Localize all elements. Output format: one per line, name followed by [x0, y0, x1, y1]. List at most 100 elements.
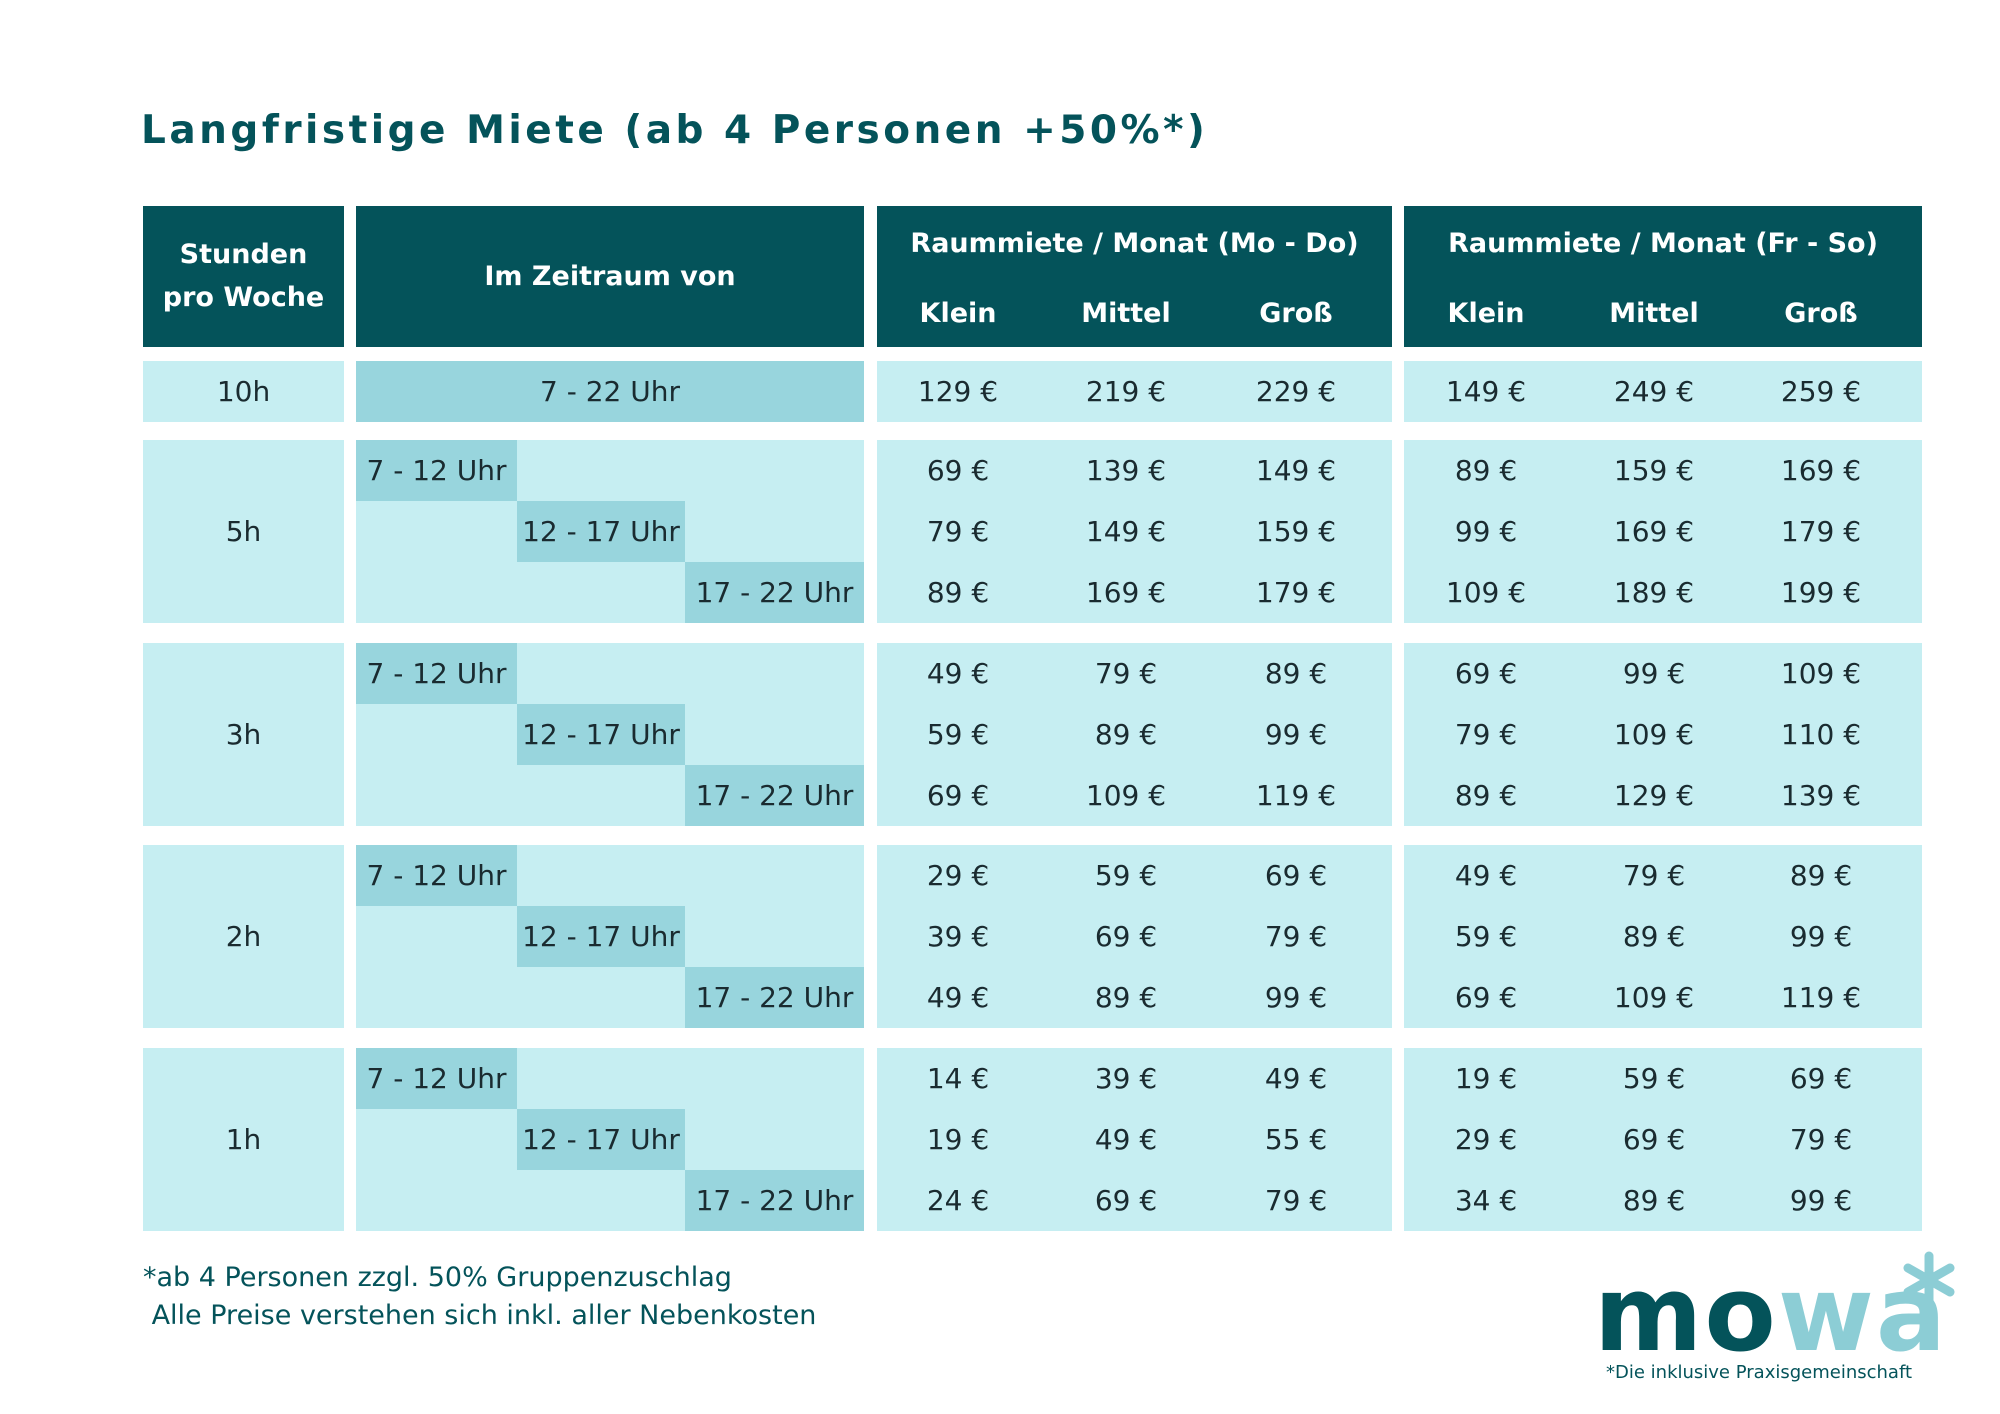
price-value: 89 €: [1622, 920, 1686, 953]
price-value: 179 €: [1255, 576, 1337, 609]
price-value: 59 €: [1094, 859, 1158, 892]
price-value: 24 €: [926, 1184, 990, 1217]
price-value: 259 €: [1780, 375, 1862, 408]
weekday-price-cell: [877, 361, 1392, 422]
price-value: 69 €: [1789, 1062, 1853, 1095]
price-value: 55 €: [1264, 1123, 1328, 1156]
time-slot-label: 7 - 12 Uhr: [366, 1062, 507, 1095]
price-value: 49 €: [1264, 1062, 1328, 1095]
logo-tagline: *Die inklusive Praxisgemeinschaft: [1606, 1362, 1913, 1383]
time-slot-label: 7 - 12 Uhr: [366, 859, 507, 892]
price-value: 89 €: [1094, 981, 1158, 1014]
header-size-label: Klein: [919, 298, 997, 329]
price-value: 169 €: [1613, 515, 1695, 548]
time-slot-tile: [517, 1109, 685, 1170]
price-value: 99 €: [1454, 515, 1518, 548]
time-slot-label: 7 - 12 Uhr: [366, 657, 507, 690]
price-value: 199 €: [1780, 576, 1862, 609]
header-size-label: Mittel: [1081, 298, 1171, 329]
price-value: 49 €: [926, 981, 990, 1014]
price-value: 69 €: [1094, 1184, 1158, 1217]
price-value: 79 €: [926, 515, 990, 548]
header-weekend-group: Raummiete / Monat (Fr - So): [1448, 228, 1878, 259]
price-value: 149 €: [1085, 515, 1167, 548]
header-size-label: Klein: [1447, 298, 1525, 329]
hours-label: 1h: [225, 1122, 262, 1156]
weekday-price-cell: [877, 1048, 1392, 1231]
hours-cell: [143, 361, 344, 422]
time-slot-tile: [685, 765, 864, 826]
hours-label: 2h: [225, 919, 262, 953]
weekday-price-cell: [877, 845, 1392, 1028]
price-value: 119 €: [1780, 981, 1862, 1014]
time-slot-tile: [517, 704, 685, 765]
time-slot-label: 7 - 12 Uhr: [366, 454, 507, 487]
price-value: 39 €: [1094, 1062, 1158, 1095]
price-value: 89 €: [1622, 1184, 1686, 1217]
hours-cell: [143, 643, 344, 826]
weekend-price-cell: [1404, 1048, 1922, 1231]
price-value: 159 €: [1613, 454, 1695, 487]
price-value: 119 €: [1255, 779, 1337, 812]
price-value: 109 €: [1613, 718, 1695, 751]
price-value: 109 €: [1613, 981, 1695, 1014]
price-value: 169 €: [1085, 576, 1167, 609]
price-value: 99 €: [1789, 1184, 1853, 1217]
time-slot-label: 17 - 22 Uhr: [695, 576, 854, 609]
weekend-price-cell: [1404, 440, 1922, 623]
price-value: 219 €: [1085, 375, 1167, 408]
time-slot-label: 17 - 22 Uhr: [695, 981, 854, 1014]
price-value: 34 €: [1454, 1184, 1518, 1217]
price-value: 249 €: [1613, 375, 1695, 408]
footnote-group-surcharge: *ab 4 Personen zzgl. 50% Gruppenzuschlag: [143, 1262, 732, 1293]
time-slot-tile: [517, 501, 685, 562]
weekend-price-cell: [1404, 643, 1922, 826]
price-value: 49 €: [926, 657, 990, 690]
price-value: 69 €: [1622, 1123, 1686, 1156]
price-value: 79 €: [1789, 1123, 1853, 1156]
asterisk-icon: [1903, 1251, 1955, 1309]
price-value: 69 €: [926, 779, 990, 812]
hours-cell: [143, 845, 344, 1028]
price-value: 149 €: [1255, 454, 1337, 487]
price-value: 89 €: [1264, 657, 1328, 690]
hours-label: 3h: [225, 717, 262, 751]
price-value: 69 €: [1094, 920, 1158, 953]
hours-cell: [143, 440, 344, 623]
price-value: 89 €: [1454, 454, 1518, 487]
time-slot-label: 17 - 22 Uhr: [695, 1184, 854, 1217]
price-value: 189 €: [1613, 576, 1695, 609]
time-slot-tile: [356, 1048, 517, 1109]
price-value: 139 €: [1780, 779, 1862, 812]
price-value: 29 €: [1454, 1123, 1518, 1156]
price-value: 229 €: [1255, 375, 1337, 408]
price-value: 99 €: [1622, 657, 1686, 690]
price-value: 89 €: [926, 576, 990, 609]
price-value: 14 €: [926, 1062, 990, 1095]
time-slot-tile: [356, 845, 517, 906]
price-value: 29 €: [926, 859, 990, 892]
header-hours-line2: pro Woche: [162, 282, 325, 313]
time-slot-label: 7 - 22 Uhr: [540, 375, 680, 408]
hours-label: 5h: [225, 514, 262, 548]
price-value: 179 €: [1780, 515, 1862, 548]
header-weekend-cell: Raummiete / Monat (Fr - So): [1404, 206, 1922, 347]
price-value: 39 €: [926, 920, 990, 953]
price-value: 109 €: [1780, 657, 1862, 690]
footnote-prices-inclusive: Alle Preise verstehen sich inkl. aller N…: [143, 1300, 817, 1331]
price-value: 99 €: [1264, 718, 1328, 751]
price-value: 79 €: [1094, 657, 1158, 690]
header-period-label: Im Zeitraum von: [484, 261, 736, 292]
time-slot-label: 12 - 17 Uhr: [522, 515, 680, 548]
price-value: 59 €: [1622, 1062, 1686, 1095]
mowa-logo: mowa *Die inklusive Praxisgemeinschaft: [1594, 1251, 1955, 1383]
price-value: 139 €: [1085, 454, 1167, 487]
header-hours-cell: Stunden pro Woche: [143, 206, 344, 347]
time-slot-tile: [517, 906, 685, 967]
price-value: 19 €: [926, 1123, 990, 1156]
time-slot-label: 12 - 17 Uhr: [522, 718, 680, 751]
price-value: 89 €: [1094, 718, 1158, 751]
price-value: 109 €: [1445, 576, 1527, 609]
price-value: 99 €: [1789, 920, 1853, 953]
header-period-cell: Im Zeitraum von: [356, 206, 864, 347]
